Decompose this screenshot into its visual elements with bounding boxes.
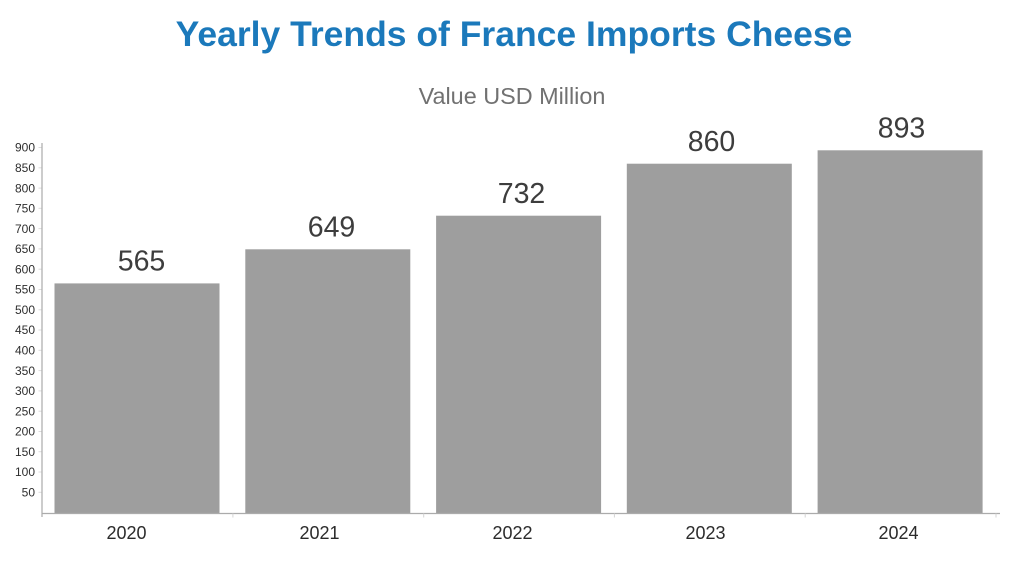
svg-text:600: 600 [15, 262, 35, 276]
svg-text:500: 500 [15, 303, 35, 317]
svg-text:850: 850 [15, 161, 35, 175]
svg-text:Value USD Million: Value USD Million [419, 83, 606, 109]
svg-text:2023: 2023 [685, 523, 725, 543]
svg-text:Yearly Trends of France Import: Yearly Trends of France Imports Cheese [176, 14, 853, 54]
svg-text:50: 50 [22, 486, 36, 500]
svg-text:732: 732 [498, 178, 546, 210]
svg-text:150: 150 [15, 445, 35, 459]
svg-text:800: 800 [15, 181, 35, 195]
svg-text:250: 250 [15, 404, 35, 418]
svg-text:550: 550 [15, 283, 35, 297]
svg-text:2020: 2020 [106, 523, 146, 543]
svg-text:650: 650 [15, 242, 35, 256]
svg-text:900: 900 [15, 141, 35, 155]
svg-text:565: 565 [118, 246, 166, 278]
svg-text:893: 893 [878, 113, 926, 145]
svg-text:2021: 2021 [299, 523, 339, 543]
svg-text:860: 860 [688, 126, 736, 158]
svg-text:450: 450 [15, 323, 35, 337]
svg-text:649: 649 [308, 212, 356, 244]
svg-text:350: 350 [15, 364, 35, 378]
svg-text:400: 400 [15, 344, 35, 358]
svg-text:750: 750 [15, 202, 35, 216]
svg-text:100: 100 [15, 465, 35, 479]
svg-text:200: 200 [15, 425, 35, 439]
svg-text:700: 700 [15, 222, 35, 236]
svg-text:300: 300 [15, 384, 35, 398]
svg-text:2024: 2024 [878, 523, 918, 543]
svg-text:2022: 2022 [492, 523, 532, 543]
